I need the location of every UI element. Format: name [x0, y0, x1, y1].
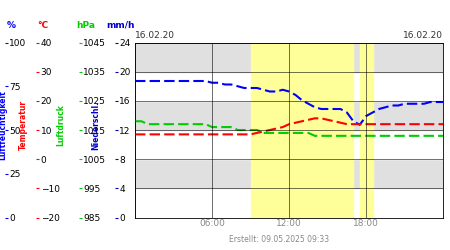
Bar — [360, 42, 373, 218]
Bar — [135, 188, 443, 218]
Text: Luftdruck: Luftdruck — [56, 104, 65, 146]
Bar — [135, 42, 443, 72]
Bar — [135, 159, 443, 188]
Text: Luftfeuchtigkeit: Luftfeuchtigkeit — [0, 90, 7, 160]
Bar — [135, 101, 443, 130]
Text: %: % — [7, 21, 16, 30]
Text: hPa: hPa — [76, 21, 95, 30]
Text: mm/h: mm/h — [106, 21, 135, 30]
Text: Temperatur: Temperatur — [19, 100, 28, 150]
Bar — [251, 42, 353, 218]
Text: °C: °C — [37, 21, 48, 30]
Text: 16.02.20: 16.02.20 — [403, 31, 443, 40]
Text: Erstellt: 09.05.2025 09:33: Erstellt: 09.05.2025 09:33 — [229, 236, 329, 244]
Text: 16.02.20: 16.02.20 — [135, 31, 175, 40]
Text: Niederschl.: Niederschl. — [91, 100, 100, 150]
Bar — [135, 130, 443, 159]
Bar — [135, 72, 443, 101]
